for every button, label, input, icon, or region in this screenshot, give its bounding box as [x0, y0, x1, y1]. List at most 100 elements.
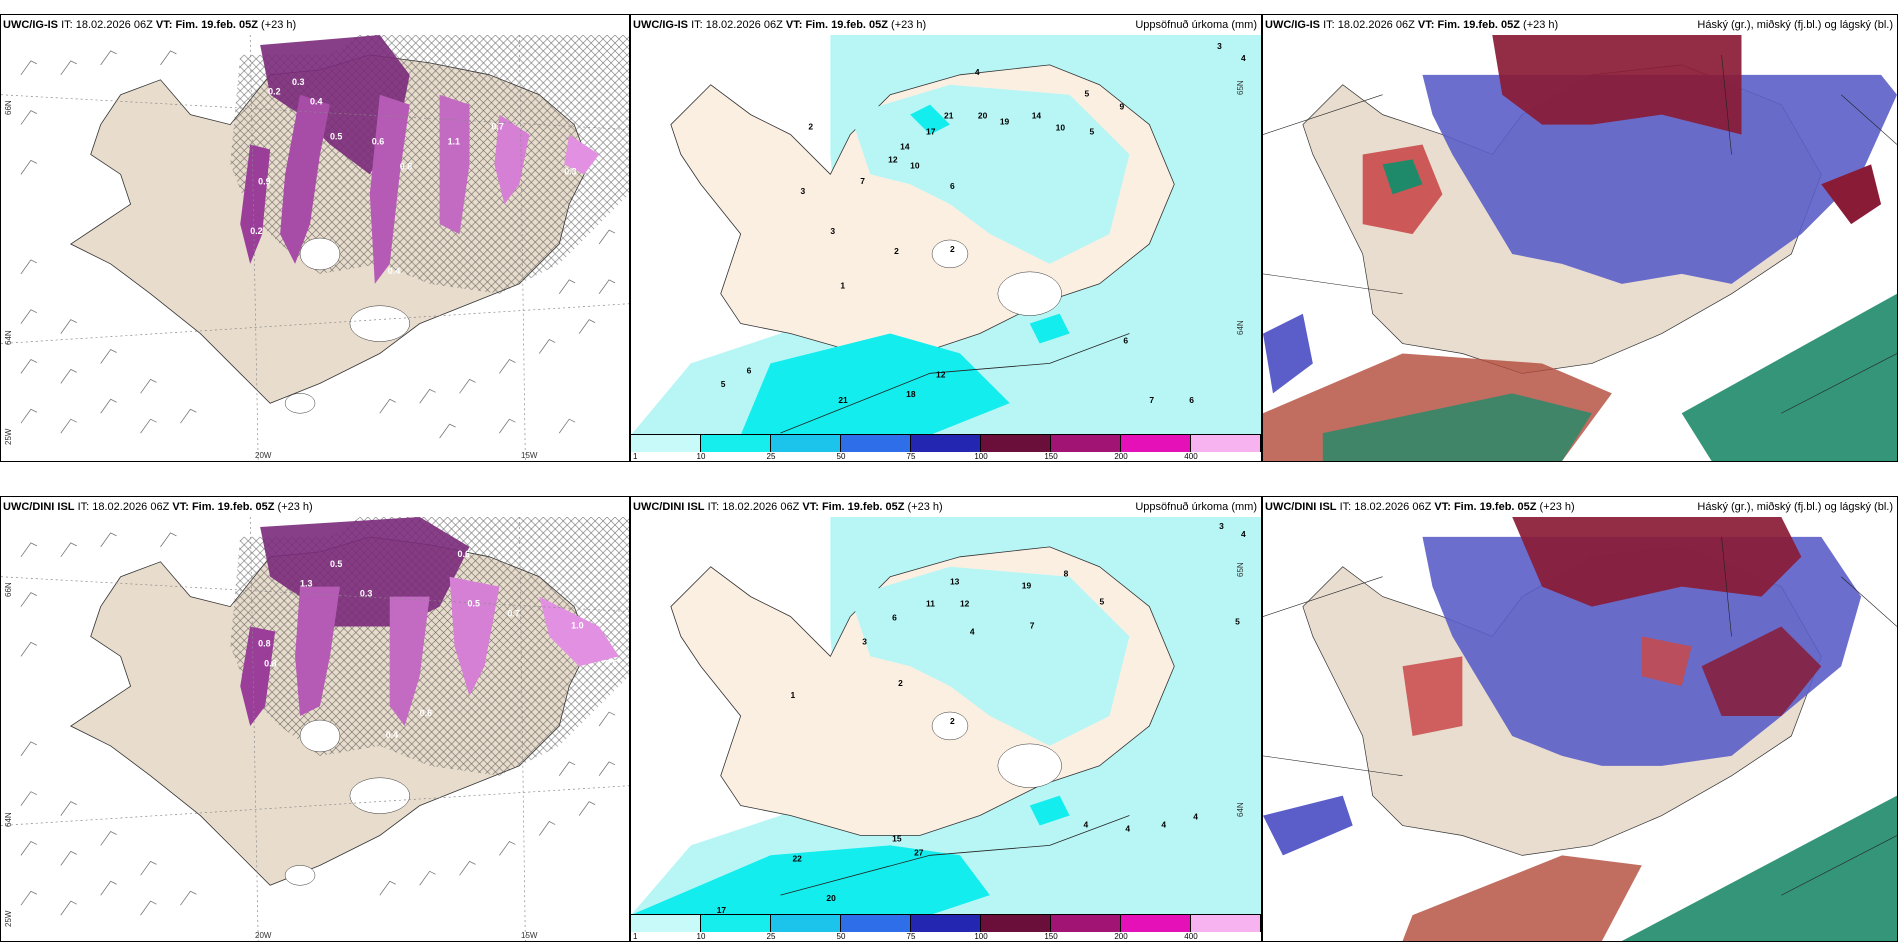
colorbar-tick-label: 400 [1184, 932, 1198, 941]
precip-band [240, 144, 271, 264]
accum-overlay [850, 566, 1130, 746]
panel-header: UWC/IG-IS IT: 18.02.2026 06Z VT: Fim. 19… [631, 15, 926, 35]
value-label: 5 [1100, 597, 1105, 607]
precip-band [439, 94, 470, 235]
map-area[interactable] [1263, 35, 1897, 461]
model-name: UWC/DINI ISL [1265, 501, 1337, 513]
colorbar-swatch [1051, 915, 1121, 932]
value-label: 17 [717, 905, 727, 915]
precip-band [539, 596, 620, 667]
panel-title: Háský (gr.), miðský (fj.bl.) og lágský (… [1697, 501, 1893, 513]
value-label: 6 [1123, 335, 1128, 345]
value-label: 12 [936, 369, 946, 379]
vt-value: Fim. 19.feb. 05Z [175, 19, 258, 31]
colorbar-swatch [911, 915, 981, 932]
value-label: 7 [1149, 395, 1154, 405]
value-label: 0.4 [386, 730, 398, 740]
lat-label: 65N [1236, 562, 1246, 577]
it-label: IT: [1339, 501, 1352, 513]
value-label: 12 [888, 154, 898, 164]
lon-label: 15W [521, 931, 538, 940]
value-label: 4 [1125, 823, 1130, 833]
vt-label: VT: [802, 501, 819, 513]
cloud-mid [1263, 795, 1353, 856]
value-label: 3 [862, 636, 867, 646]
colorbar-swatch [1191, 915, 1261, 932]
colorbar-swatch [771, 915, 841, 932]
cloud-high [1821, 164, 1882, 225]
cloud-high [1512, 517, 1802, 607]
colorbar-swatch [701, 435, 771, 452]
cloud-mid [1263, 313, 1313, 394]
value-label: 4 [975, 67, 980, 77]
value-label: 19 [1000, 117, 1010, 127]
panel-header: UWC/IG-IS IT: 18.02.2026 06Z VT: Fim. 19… [1263, 15, 1558, 35]
value-label: 0.4 [388, 266, 400, 276]
panel-4-wind-precip: UWC/DINI ISL IT: 18.02.2026 06Z VT: Fim.… [0, 496, 630, 942]
map-area[interactable]: 3 4 4 5 9 2 17 21 20 19 14 10 5 3 7 14 1… [631, 35, 1261, 435]
colorbar-tick-label: 25 [766, 452, 776, 461]
value-label: 4 [1084, 819, 1089, 829]
precip-band [280, 94, 330, 264]
value-label: 0.8 [258, 638, 270, 648]
value-label: 0.8 [400, 161, 412, 171]
cloud-red [1402, 855, 1642, 941]
value-label: 1.1 [448, 136, 460, 146]
map-area[interactable]: 0.2 0.3 0.4 0.9 0.5 0.6 0.8 1.1 0.7 0.4 … [1, 35, 629, 461]
it-value: 18.02.2026 06Z [92, 501, 170, 513]
contour-ring [931, 239, 969, 269]
it-value: 18.02.2026 06Z [1337, 19, 1415, 31]
colorbar-swatch [1191, 435, 1261, 452]
value-label: 0.5 [605, 658, 617, 668]
panel-2-accum-precip: UWC/IG-IS IT: 18.02.2026 06Z VT: Fim. 19… [630, 14, 1262, 462]
lat-label: 66N [4, 582, 13, 597]
it-label: IT: [1323, 19, 1335, 31]
colorbar-tick-label: 100 [974, 452, 988, 461]
value-label: 3 [830, 226, 835, 236]
value-label: 15 [892, 833, 902, 843]
value-label: 12 [960, 599, 970, 609]
snow-patch [349, 777, 410, 814]
map-area[interactable] [1263, 517, 1897, 941]
panel-title: Uppsöfnuð úrkoma (mm) [1135, 501, 1257, 513]
colorbar-swatch [631, 915, 701, 932]
panel-title: Uppsöfnuð úrkoma (mm) [1135, 19, 1257, 31]
map-area[interactable]: 3 4 13 11 12 19 8 7 5 4 6 3 2 1 2 22 15 … [631, 517, 1261, 915]
value-label: 18 [906, 389, 916, 399]
snow-patch [299, 237, 341, 271]
value-label: 13 [950, 577, 960, 587]
value-label: 27 [914, 847, 924, 857]
value-label: 9 [1119, 102, 1124, 112]
contour-ring [931, 711, 969, 741]
precip-band [260, 35, 410, 175]
value-label: 1.3 [300, 579, 312, 589]
colorbar-swatch [911, 435, 981, 452]
value-label: 1 [790, 690, 795, 700]
colorbar-tick-label: 25 [766, 932, 776, 941]
precip-band [295, 586, 340, 717]
value-label: 2 [950, 244, 955, 254]
snow-patch [299, 719, 341, 753]
cloud-low [1322, 393, 1592, 461]
lead-time: (+23 h) [1539, 501, 1575, 513]
value-label: 6 [747, 365, 752, 375]
value-label: 11 [926, 599, 935, 609]
value-label: 0.5 [330, 132, 342, 142]
cloud-red [1402, 656, 1463, 736]
lon-label: 20W [255, 451, 272, 460]
value-label: 3 [1219, 521, 1224, 531]
value-label: 4 [1161, 819, 1166, 829]
value-label: 22 [792, 853, 802, 863]
value-label: 4 [1241, 529, 1246, 539]
model-name: UWC/DINI ISL [3, 501, 75, 513]
it-label: IT: [61, 19, 73, 31]
it-value: 18.02.2026 06Z [705, 19, 783, 31]
contour-ring [997, 743, 1062, 788]
map-area[interactable]: 0.5 0.6 1.3 0.8 0.7 1.0 0.5 0.4 0.6 0.5 … [1, 517, 629, 941]
value-label: 8 [1064, 569, 1069, 579]
accum-high [910, 104, 950, 135]
panel-header: UWC/DINI ISL IT: 18.02.2026 06Z VT: Fim.… [1263, 497, 1575, 517]
lat-label: 64N [1236, 320, 1246, 335]
value-label: 19 [1022, 581, 1032, 591]
precip-band [389, 596, 430, 727]
